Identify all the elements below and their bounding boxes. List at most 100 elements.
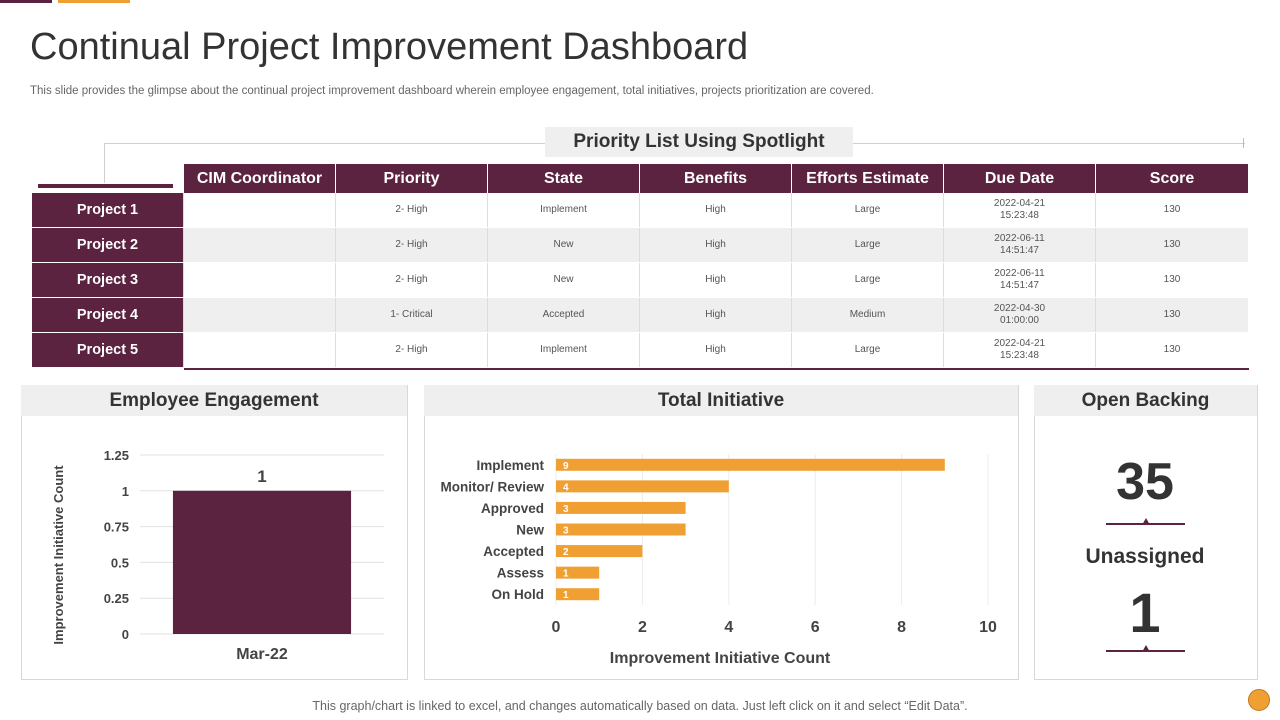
divider-marker-1: [1142, 518, 1150, 525]
unassigned-label: Unassigned: [1085, 545, 1205, 568]
bar: [556, 480, 729, 493]
cell-coordinator: [183, 193, 336, 228]
y-category-label: Assess: [497, 566, 544, 581]
bar: [556, 501, 686, 514]
employee-engagement-chart: 0 0.25 0.5 0.75 1 1.25 1 Mar-22 Improvement I…: [51, 448, 384, 663]
row-project-name: Project 5: [32, 332, 184, 368]
cell-efforts: Large: [791, 193, 944, 228]
y-category-label: New: [516, 523, 544, 538]
x-tick-label: 0: [552, 619, 561, 636]
data-label: 1: [563, 590, 569, 601]
due-date-value: 2022-06-11: [994, 233, 1045, 244]
y-category-label: Monitor/ Review: [440, 479, 544, 494]
cell-efforts: Large: [791, 332, 944, 368]
cell-benefits: High: [639, 297, 792, 333]
page-title: Continual Project Improvement Dashboard: [30, 26, 749, 68]
table-row: Project 2 2- High New High Large 2022-06…: [32, 227, 1248, 263]
priority-list-heading: Priority List Using Spotlight: [545, 127, 853, 157]
row-project-name: Project 2: [32, 227, 184, 263]
bar: [556, 588, 600, 601]
cell-score: 130: [1095, 193, 1248, 228]
header-benefits: Benefits: [639, 164, 792, 193]
due-date-value: 2022-04-30: [993, 303, 1046, 314]
cell-state: Implement: [487, 193, 640, 228]
cell-state: New: [487, 262, 640, 298]
cell-benefits: High: [639, 262, 792, 298]
spotlight-connector-end: [1243, 138, 1244, 148]
y-tick-label: 0.25: [104, 591, 129, 606]
cell-score: 130: [1095, 297, 1248, 333]
cell-coordinator: [183, 297, 336, 333]
due-time-value: 01:00:00: [1000, 315, 1039, 326]
cell-efforts: Medium: [791, 297, 944, 333]
data-label: 1: [563, 569, 569, 580]
open-backing-total: 35: [1116, 453, 1174, 511]
data-label: 3: [563, 504, 569, 515]
cell-priority: 2- High: [335, 193, 488, 228]
due-date-value: 2022-04-21: [993, 198, 1046, 209]
table-row: Project 4 1- Critical Accepted High Medi…: [32, 297, 1248, 333]
table-row: Project 5 2- High Implement High Large 2…: [32, 332, 1248, 368]
priority-table-header: CIM Coordinator Priority State Benefits …: [32, 164, 1248, 193]
spotlight-connector-drop: [104, 143, 105, 183]
header-priority: Priority: [335, 164, 488, 193]
y-tick-label: 0: [122, 627, 129, 642]
x-tick-label: 8: [897, 619, 906, 636]
data-label: 9: [563, 461, 569, 472]
cell-efforts: Large: [791, 262, 944, 298]
cell-coordinator: [183, 227, 336, 263]
page-subtitle: This slide provides the glimpse about th…: [30, 85, 874, 97]
total-initiative-chart: 9 4 3 3 2 1 1 Implement Monitor/ Review Approved…: [440, 454, 997, 667]
x-category-label: Mar-22: [236, 646, 288, 663]
cell-priority: 1- Critical: [335, 297, 488, 333]
header-due-date: Due Date: [943, 164, 1096, 193]
due-time-value: 15:23:48: [1000, 210, 1039, 221]
top-accent-bar-orange: [58, 0, 130, 3]
y-tick-label: 1: [122, 484, 129, 499]
header-blank: [32, 164, 184, 193]
cell-benefits: High: [639, 193, 792, 228]
bar: [172, 490, 352, 634]
due-time-value: 15:23:48: [1000, 350, 1039, 361]
cell-score: 130: [1095, 262, 1248, 298]
y-axis-label: Improvement Initiative Count: [51, 465, 66, 645]
open-backing-heading: Open Backing: [1034, 385, 1257, 416]
priority-table: CIM Coordinator Priority State Benefits …: [32, 164, 1248, 368]
total-initiative-heading: Total Initiative: [424, 385, 1018, 416]
due-date-value: 2022-06-11: [994, 268, 1045, 279]
cell-due-date: 2022-04-21 15:23:48: [943, 332, 1096, 368]
due-time-value: 14:51:47: [1000, 280, 1039, 291]
y-category-label: Accepted: [483, 544, 544, 559]
x-tick-label: 6: [811, 619, 820, 636]
cell-due-date: 2022-06-11 14:51:47: [943, 227, 1096, 263]
cell-coordinator: [183, 262, 336, 298]
cell-due-date: 2022-04-21 15:23:48: [943, 193, 1096, 228]
y-tick-label: 1.25: [104, 448, 129, 463]
top-accent-bar-plum: [0, 0, 52, 3]
x-tick-label: 4: [724, 619, 733, 636]
row-project-name: Project 4: [32, 297, 184, 333]
data-label: 3: [563, 526, 569, 537]
y-tick-label: 0.5: [111, 555, 129, 570]
header-cim-coordinator: CIM Coordinator: [183, 164, 336, 193]
y-category-label: On Hold: [492, 587, 545, 602]
cell-efforts: Large: [791, 227, 944, 263]
table-bottom-rule: [184, 368, 1249, 370]
header-efforts-estimate: Efforts Estimate: [791, 164, 944, 193]
row-project-name: Project 3: [32, 262, 184, 298]
x-tick-label: 2: [638, 619, 647, 636]
total-initiative-panel: [424, 385, 1019, 680]
data-label: 1: [257, 467, 266, 486]
due-time-value: 14:51:47: [1000, 245, 1039, 256]
y-tick-label: 0.75: [104, 520, 129, 535]
x-tick-label: 10: [979, 619, 997, 636]
header-score: Score: [1095, 164, 1248, 193]
x-axis-label: Improvement Initiative Count: [610, 650, 831, 667]
open-backing-panel: [1034, 385, 1258, 680]
due-date-value: 2022-04-21: [993, 338, 1046, 349]
y-category-label: Implement: [476, 458, 544, 473]
employee-engagement-heading: Employee Engagement: [21, 385, 407, 416]
cell-due-date: 2022-04-30 01:00:00: [943, 297, 1096, 333]
footer-note: This graph/chart is linked to excel, and…: [312, 699, 968, 713]
table-row: Project 1 2- High Implement High Large 2…: [32, 193, 1248, 228]
